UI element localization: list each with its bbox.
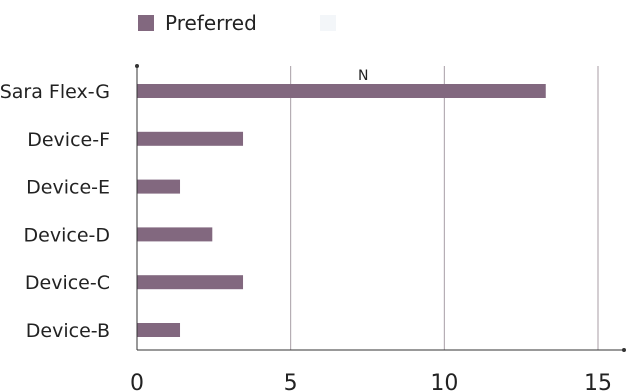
bar-4	[137, 275, 244, 290]
category-label-5: Device-B	[26, 320, 110, 342]
legend-swatch-secondary	[320, 15, 336, 31]
category-label-2: Device-E	[26, 177, 110, 199]
legend: Preferred	[138, 11, 336, 35]
x-axis-end-dot	[622, 348, 626, 352]
category-label-1: Device-F	[27, 129, 110, 151]
category-label-3: Device-D	[24, 224, 110, 246]
x-tick-label-2: 10	[430, 371, 458, 392]
legend-label-preferred: Preferred	[165, 11, 257, 35]
x-tick-label-0: 0	[130, 371, 144, 392]
category-labels: Sara Flex-G Device-F Device-E Device-D Devic…	[0, 81, 110, 342]
category-label-4: Device-C	[25, 272, 110, 294]
legend-swatch-preferred	[138, 15, 154, 31]
bars	[137, 84, 546, 337]
bar-2	[137, 179, 181, 194]
bar-0	[137, 84, 546, 98]
x-tick-label-1: 5	[284, 371, 298, 392]
grid-lines	[290, 66, 599, 350]
x-tick-labels: 0 5 10 15	[130, 371, 612, 392]
y-axis-end-dot	[135, 64, 139, 68]
x-tick-label-3: 15	[584, 371, 612, 392]
bar-1	[137, 131, 244, 146]
category-label-0: Sara Flex-G	[0, 81, 110, 103]
bar-3	[137, 227, 213, 242]
axes	[135, 64, 626, 352]
faint-label: N	[358, 68, 368, 84]
bar-5	[137, 323, 181, 337]
